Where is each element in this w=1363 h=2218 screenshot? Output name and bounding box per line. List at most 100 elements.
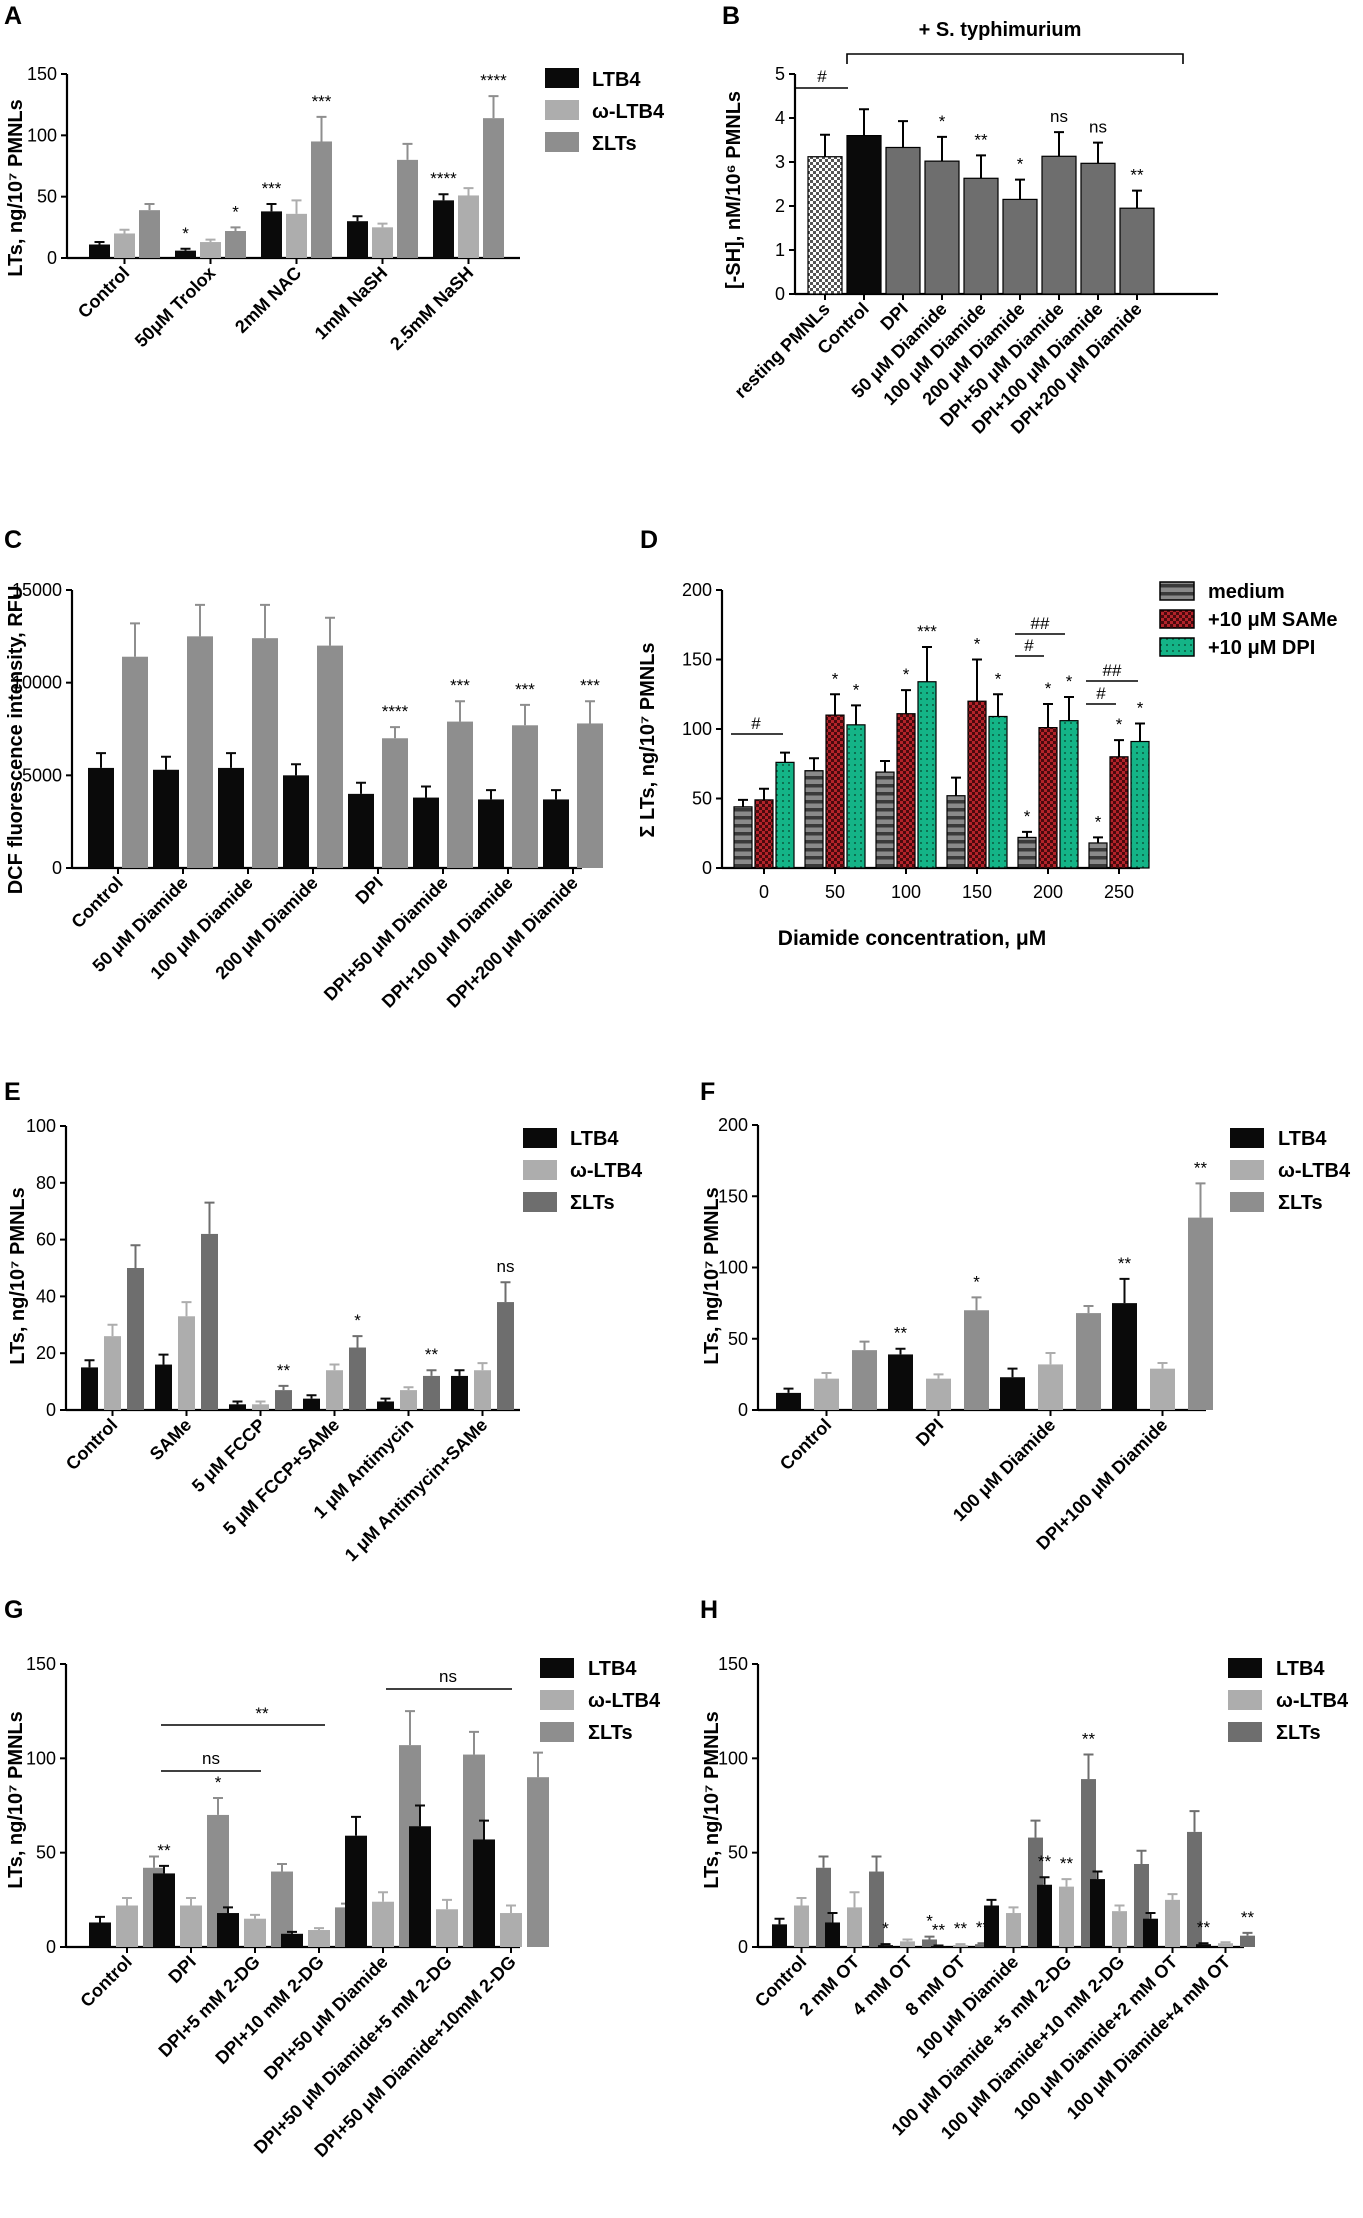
chart-d-bar-200-10-m-same bbox=[1038, 727, 1058, 869]
chart-d-category-label: 150 bbox=[962, 882, 992, 902]
chart-d-ytick-label: 150 bbox=[682, 650, 712, 670]
legend-e-swatch-sum bbox=[523, 1192, 557, 1212]
legend-panel-d: medium +10 μM SAMe +10 μM DPI bbox=[1159, 581, 1338, 659]
chart-b-bar-200-m-diamide-sh bbox=[1002, 198, 1038, 295]
chart-d-errorbar bbox=[922, 645, 932, 682]
legend-e-ltb4: LTB4 bbox=[570, 1128, 619, 1150]
panel-label-a: A bbox=[4, 2, 22, 30]
chart-c-significance-mark: *** bbox=[580, 676, 600, 695]
chart-e-errorbar bbox=[306, 1394, 317, 1399]
chart-b-errorbar bbox=[976, 154, 986, 179]
chart-d-bar-250-10-m-same bbox=[1109, 756, 1129, 869]
chart-h-bar-2-mm-ot-ltb4 bbox=[825, 1922, 840, 1947]
legend-g-swatch-ltb4 bbox=[540, 1658, 574, 1678]
chart-f-bar-dpi-100-m-diamide-ltb4 bbox=[1112, 1303, 1137, 1410]
chart-b-significance-mark: ns bbox=[1089, 118, 1107, 137]
chart-g-errorbar bbox=[442, 1898, 452, 1910]
chart-g-bar-dpi-50-m-diamide-5-mm-2-dg-ltb4 bbox=[436, 1909, 458, 1947]
chart-f-errorbar bbox=[933, 1373, 944, 1379]
chart-h-errorbar bbox=[818, 1855, 829, 1868]
chart-c-errorbar bbox=[421, 785, 431, 798]
chart-d-bar-100-medium bbox=[875, 771, 895, 869]
chart-d-errorbar bbox=[738, 798, 748, 807]
chart-h-significance-mark: ** bbox=[1241, 1908, 1255, 1927]
chart-e-errorbar bbox=[477, 1362, 488, 1371]
legend-d-same: +10 μM SAMe bbox=[1208, 609, 1338, 631]
panel-d-mark-250-a: # bbox=[1096, 684, 1106, 703]
chart-d-significance-mark: * bbox=[1095, 812, 1102, 831]
chart-d-bar-250-10-m-dpi bbox=[1130, 740, 1150, 869]
chart-f-significance-mark: ** bbox=[1118, 1254, 1132, 1273]
legend-h-swatch-omega bbox=[1228, 1690, 1262, 1710]
chart-g-errorbar bbox=[250, 1913, 260, 1919]
legend-d-swatch-dpi bbox=[1159, 637, 1195, 657]
chart-a-bar-2mm-nac-lts bbox=[311, 141, 332, 258]
panel-d-mark-250-b: ## bbox=[1103, 661, 1122, 680]
chart-e-errorbar bbox=[204, 1201, 215, 1234]
chart-e-bar-5-m-fccp-ltb4 bbox=[252, 1404, 269, 1410]
chart-a-errorbar bbox=[316, 115, 327, 142]
chart-b-ytick-label: 0 bbox=[775, 284, 785, 304]
panel-g-bracket-3-label: ns bbox=[439, 1667, 457, 1686]
chart-g-ytick-label: 150 bbox=[26, 1654, 56, 1674]
chart-h-bar-100-m-diamide-ltb4 bbox=[984, 1905, 999, 1947]
panel-g-y-axis-title: LTs, ng/10⁷ PMNLs bbox=[5, 1711, 27, 1889]
chart-c-errorbar bbox=[226, 752, 236, 768]
chart-h-errorbar bbox=[1242, 1931, 1253, 1936]
panel-d-mark-200-a: # bbox=[1024, 636, 1034, 655]
chart-c-errorbar bbox=[291, 763, 301, 776]
legend-panel-h: LTB4 ω-LTB4 ΣLTs bbox=[1228, 1658, 1349, 1744]
chart-e-category-label-5-m-fccp: 5 μM FCCP bbox=[188, 1415, 269, 1496]
chart-e-category-label-1-m-antimycin-same: 1 μM Antimycin+SAMe bbox=[341, 1415, 492, 1566]
chart-e-bar-same-ltb4 bbox=[178, 1316, 195, 1410]
chart-h-errorbar bbox=[871, 1855, 882, 1872]
chart-g-errorbar bbox=[506, 1904, 516, 1914]
chart-a-errorbar bbox=[377, 222, 388, 228]
chart-f-bar-100-m-diamide-lts bbox=[1076, 1313, 1101, 1410]
chart-g-bar-control-ltb4 bbox=[89, 1922, 111, 1947]
chart-f-category-label-100-m-diamide: 100 μM Diamide bbox=[949, 1415, 1059, 1525]
chart-e-errorbar bbox=[278, 1384, 289, 1391]
chart-d-errorbar bbox=[1093, 836, 1103, 843]
panel-f-y-axis-title: LTs, ng/10⁷ PMNLs bbox=[701, 1187, 723, 1365]
chart-g-category-label-control: Control bbox=[76, 1952, 135, 2011]
chart-b-errorbar bbox=[1054, 131, 1064, 157]
chart-d-significance-mark: * bbox=[832, 669, 839, 688]
chart-a-errorbar bbox=[119, 228, 130, 234]
chart-f-errorbar bbox=[971, 1296, 982, 1311]
chart-c-errorbar bbox=[260, 603, 270, 639]
chart-h-bar-100-m-diamide-10-mm-2-dg-ltb4 bbox=[1090, 1879, 1105, 1947]
panel-label-h: H bbox=[700, 1596, 718, 1624]
chart-e-bar-control-ltb4 bbox=[81, 1367, 98, 1410]
chart-c-bar-dpi-200-m-diamide-first-bar bbox=[543, 799, 569, 868]
chart-d-errorbar bbox=[780, 751, 790, 763]
chart-g-errorbar bbox=[149, 1855, 159, 1868]
chart-b-significance-mark: ** bbox=[1130, 166, 1144, 185]
chart-g-bar-dpi-50-m-diamide-10mm-2-dg-lts bbox=[527, 1777, 549, 1947]
chart-e-ytick-label: 0 bbox=[46, 1400, 56, 1420]
chart-a-bar-50-m-trolox-ltb4 bbox=[200, 242, 221, 258]
chart-e-errorbar bbox=[130, 1244, 141, 1268]
chart-c-errorbar bbox=[486, 789, 496, 800]
chart-c-category-label-dpi-50-m-diamide: DPI+50 μM Diamide bbox=[320, 873, 452, 1005]
legend-g-ltb4: LTB4 bbox=[588, 1658, 637, 1680]
chart-a-errorbar bbox=[230, 226, 241, 232]
chart-g-bar-dpi-5-mm-2-dg-ltb4 bbox=[217, 1913, 239, 1947]
chart-c-bar-200-m-diamide-first-bar bbox=[283, 775, 309, 868]
legend-e-swatch-omega bbox=[523, 1160, 557, 1180]
chart-e-errorbar bbox=[380, 1397, 391, 1402]
chart-b-errorbar bbox=[1093, 141, 1103, 164]
chart-e-ytick-label: 100 bbox=[26, 1116, 56, 1136]
chart-d-errorbar bbox=[809, 757, 819, 771]
chart-d-bar-150-10-m-same bbox=[967, 700, 987, 869]
chart-e-category-label-control: Control bbox=[62, 1415, 121, 1474]
chart-f-errorbar bbox=[1119, 1277, 1130, 1304]
chart-f-bar-control-ltb4 bbox=[776, 1392, 801, 1410]
chart-d-bar-150-10-m-dpi bbox=[988, 715, 1008, 869]
panel-d-mark-200-b: ## bbox=[1031, 614, 1050, 633]
chart-e-significance-mark: ** bbox=[277, 1361, 291, 1380]
chart-h-bar-100-m-diamide-2-mm-ot-ltb4 bbox=[1143, 1918, 1158, 1947]
legend-d-dpi: +10 μM DPI bbox=[1208, 637, 1315, 659]
chart-h-bar-100-m-diamide-4-mm-ot-ltb4 bbox=[1196, 1944, 1211, 1947]
